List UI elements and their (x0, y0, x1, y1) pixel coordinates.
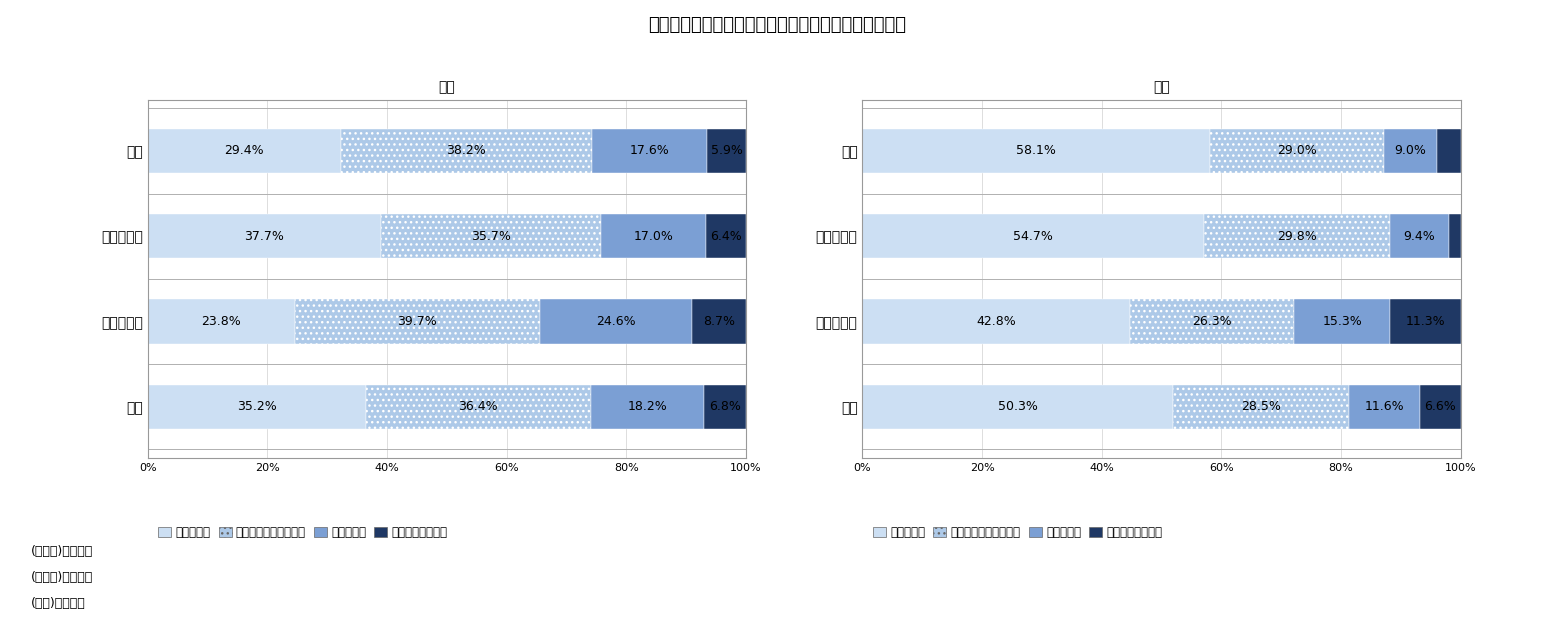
Text: 6.4%: 6.4% (710, 230, 741, 242)
Text: 17.6%: 17.6% (629, 145, 670, 158)
Bar (591, 384, 704, 429)
Text: 39.7%: 39.7% (398, 315, 437, 328)
Text: 11.3%: 11.3% (1406, 315, 1445, 328)
Bar (1349, 384, 1420, 429)
Bar (1391, 299, 1461, 344)
Text: 42.8%: 42.8% (976, 315, 1016, 328)
Text: 図表５　性・配偶関係別にみた高齢者の客観的健康観: 図表５ 性・配偶関係別にみた高齢者の客観的健康観 (648, 16, 906, 34)
Text: 29.0%: 29.0% (1277, 145, 1316, 158)
Bar (340, 129, 592, 173)
Text: 15.3%: 15.3% (1322, 315, 1363, 328)
Legend: 差支えなし, ほんの少し差支えあり, 差支えあり, 大いに差支えあり: 差支えなし, ほんの少し差支えあり, 差支えあり, 大いに差支えあり (154, 521, 452, 544)
Text: 11.6%: 11.6% (1364, 400, 1405, 413)
Text: 23.8%: 23.8% (202, 315, 241, 328)
Text: 6.6%: 6.6% (1425, 400, 1456, 413)
Text: 17.0%: 17.0% (634, 230, 674, 242)
Bar (1448, 214, 1461, 259)
Bar (1420, 384, 1461, 429)
Bar (381, 214, 601, 259)
Title: 女性: 女性 (1153, 80, 1170, 94)
Bar (692, 299, 746, 344)
Text: 36.4%: 36.4% (458, 400, 499, 413)
Legend: 差支えなし, ほんの少し差支えあり, 差支えあり, 大いに差支えあり: 差支えなし, ほんの少し差支えあり, 差支えあり, 大いに差支えあり (869, 521, 1167, 544)
Bar (707, 214, 746, 259)
Text: 6.8%: 6.8% (709, 400, 741, 413)
Text: 37.7%: 37.7% (244, 230, 284, 242)
Text: 26.3%: 26.3% (1192, 315, 1232, 328)
Text: 5.9%: 5.9% (710, 145, 743, 158)
Bar (1211, 129, 1383, 173)
Text: 35.7%: 35.7% (471, 230, 511, 242)
Bar (1294, 299, 1391, 344)
Text: 18.2%: 18.2% (628, 400, 667, 413)
Bar (1173, 384, 1349, 429)
Text: 24.6%: 24.6% (597, 315, 636, 328)
Bar (1130, 299, 1294, 344)
Text: 54.7%: 54.7% (1013, 230, 1054, 242)
Bar (148, 129, 340, 173)
Bar (541, 299, 692, 344)
Text: (備考１)　同上。: (備考１) 同上。 (31, 545, 93, 558)
Bar (601, 214, 707, 259)
Bar (148, 299, 295, 344)
Text: 29.4%: 29.4% (224, 145, 264, 158)
Title: 男性: 男性 (438, 80, 455, 94)
Text: 50.3%: 50.3% (998, 400, 1038, 413)
Text: 28.5%: 28.5% (1240, 400, 1280, 413)
Bar (862, 214, 1204, 259)
Bar (707, 129, 746, 173)
Text: 29.8%: 29.8% (1277, 230, 1316, 242)
Bar (862, 299, 1130, 344)
Bar (592, 129, 707, 173)
Text: 38.2%: 38.2% (446, 145, 486, 158)
Bar (1383, 129, 1437, 173)
Bar (862, 384, 1173, 429)
Bar (1437, 129, 1461, 173)
Text: 35.2%: 35.2% (236, 400, 277, 413)
Text: (資料)　同上。: (資料) 同上。 (31, 597, 85, 611)
Bar (148, 384, 365, 429)
Bar (1204, 214, 1391, 259)
Text: 8.7%: 8.7% (702, 315, 735, 328)
Bar (704, 384, 746, 429)
Text: 9.0%: 9.0% (1394, 145, 1427, 158)
Bar (1391, 214, 1448, 259)
Text: 58.1%: 58.1% (1016, 145, 1057, 158)
Text: (備考２)　同上。: (備考２) 同上。 (31, 571, 93, 584)
Bar (365, 384, 591, 429)
Bar (295, 299, 541, 344)
Bar (148, 214, 381, 259)
Bar (862, 129, 1211, 173)
Text: 9.4%: 9.4% (1403, 230, 1436, 242)
